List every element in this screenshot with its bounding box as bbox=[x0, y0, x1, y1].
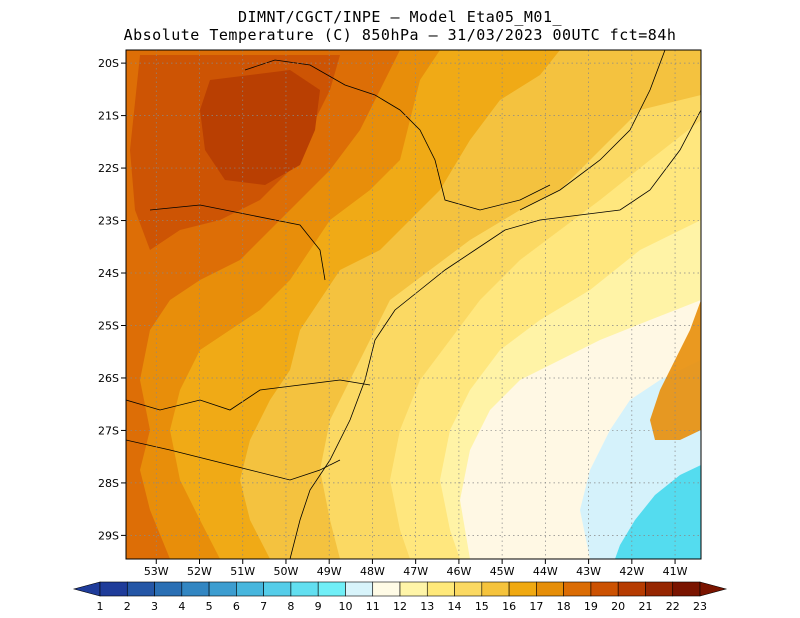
lon-tick-label: 44W bbox=[533, 565, 558, 578]
colorbar-label: 14 bbox=[448, 600, 462, 613]
colorbar-label: 13 bbox=[420, 600, 434, 613]
lat-tick-label: 20S bbox=[98, 57, 119, 70]
colorbar: 1 2 3 4 5 6 7 8 9 10 11 12 13 14 15 16 17 18 19 20 21 22 23 bbox=[72, 581, 728, 613]
lon-tick-label: 53W bbox=[144, 565, 169, 578]
colorbar-label: 2 bbox=[124, 600, 131, 613]
colorbar-label: 4 bbox=[178, 600, 185, 613]
colorbar-swatch bbox=[508, 581, 537, 597]
colorbar-swatch bbox=[372, 581, 401, 597]
graticule bbox=[126, 50, 701, 559]
colorbar-swatch bbox=[154, 581, 183, 597]
colorbar-swatch bbox=[590, 581, 619, 597]
lat-tick-label: 28S bbox=[98, 477, 119, 490]
colorbar-arrow-high bbox=[699, 581, 728, 597]
lat-tick-label: 27S bbox=[98, 424, 119, 437]
colorbar-swatch bbox=[345, 581, 374, 597]
colorbar-label: 10 bbox=[338, 600, 352, 613]
colorbar-label: 17 bbox=[529, 600, 543, 613]
colorbar-swatch bbox=[645, 581, 674, 597]
colorbar-label: 3 bbox=[151, 600, 158, 613]
map-title-line1: DIMNT/CGCT/INPE – Model Eta05_M01_ bbox=[237, 8, 563, 26]
colorbar-swatch bbox=[426, 581, 455, 597]
lon-tick-label: 47W bbox=[403, 565, 428, 578]
colorbar-swatch bbox=[236, 581, 264, 597]
colorbar-label: 22 bbox=[666, 600, 680, 613]
colorbar-swatch bbox=[126, 581, 155, 597]
colorbar-swatch bbox=[317, 581, 346, 597]
colorbar-label: 21 bbox=[638, 600, 652, 613]
lat-tick-label: 29S bbox=[98, 529, 119, 542]
lat-tick-label: 22S bbox=[98, 162, 119, 175]
plot-frame bbox=[125, 49, 702, 560]
colorbar-label: 1 bbox=[97, 600, 104, 613]
colorbar-label: 9 bbox=[315, 600, 322, 613]
colorbar-swatch bbox=[399, 581, 428, 597]
colorbar-swatch bbox=[99, 581, 128, 597]
colorbar-label: 23 bbox=[693, 600, 707, 613]
lon-tick-label: 51W bbox=[230, 565, 255, 578]
colorbar-swatch bbox=[454, 581, 483, 597]
colorbar-label: 19 bbox=[584, 600, 598, 613]
colorbar-swatch bbox=[481, 581, 510, 597]
colorbar-swatch bbox=[263, 581, 292, 597]
lat-tick-label: 25S bbox=[98, 319, 119, 332]
colorbar-label: 8 bbox=[287, 600, 294, 613]
lon-tick-label: 48W bbox=[360, 565, 385, 578]
lat-tick-label: 23S bbox=[98, 215, 119, 228]
colorbar-swatch bbox=[181, 581, 210, 597]
lon-tick-label: 50W bbox=[274, 565, 299, 578]
colorbar-label: 12 bbox=[393, 600, 407, 613]
colorbar-label: 11 bbox=[366, 600, 380, 613]
field-17-east bbox=[650, 300, 701, 440]
colorbar-label: 16 bbox=[502, 600, 516, 613]
lat-tick-label: 21S bbox=[98, 110, 119, 123]
colorbar-swatch bbox=[563, 581, 592, 597]
longitude-ticks: 53W 52W 51W 50W 49W 48W 47W 46W 45W 44W 43W 42W 41W bbox=[144, 559, 688, 578]
colorbar-label: 5 bbox=[206, 600, 213, 613]
lat-tick-label: 24S bbox=[98, 267, 119, 280]
lon-tick-label: 41W bbox=[663, 565, 688, 578]
latitude-ticks: 20S 21S 22S 23S 24S 25S 26S 27S 28S 29S bbox=[98, 57, 126, 542]
colorbar-swatch bbox=[208, 581, 237, 597]
field-20 bbox=[200, 70, 320, 185]
colorbar-label: 20 bbox=[611, 600, 625, 613]
colorbar-swatch bbox=[290, 581, 319, 597]
lat-tick-label: 26S bbox=[98, 372, 119, 385]
lon-tick-label: 43W bbox=[576, 565, 601, 578]
lon-tick-label: 49W bbox=[317, 565, 342, 578]
lon-tick-label: 52W bbox=[187, 565, 212, 578]
temperature-field bbox=[126, 50, 701, 559]
map-title-line2: Absolute Temperature (C) 850hPa – 31/03/… bbox=[123, 26, 677, 44]
colorbar-label: 15 bbox=[475, 600, 489, 613]
colorbar-swatch bbox=[536, 581, 564, 597]
coastline-borders bbox=[126, 50, 701, 559]
colorbar-swatch bbox=[672, 581, 701, 597]
colorbar-label: 6 bbox=[233, 600, 240, 613]
lon-tick-label: 42W bbox=[619, 565, 644, 578]
colorbar-label: 18 bbox=[557, 600, 571, 613]
lon-tick-label: 46W bbox=[446, 565, 471, 578]
colorbar-arrow-low bbox=[72, 581, 101, 597]
colorbar-swatch bbox=[617, 581, 646, 597]
lon-tick-label: 45W bbox=[490, 565, 515, 578]
colorbar-label: 7 bbox=[260, 600, 267, 613]
